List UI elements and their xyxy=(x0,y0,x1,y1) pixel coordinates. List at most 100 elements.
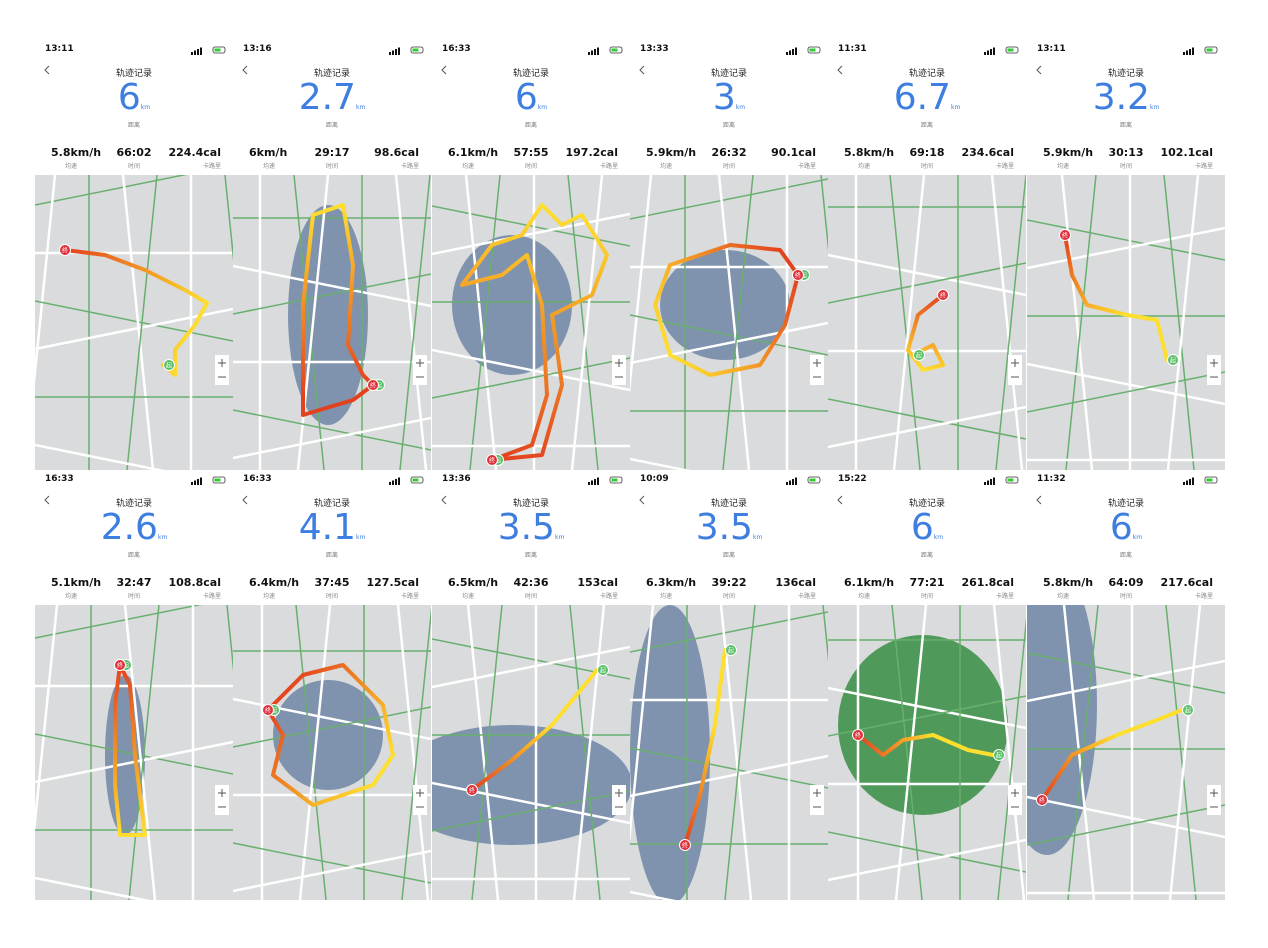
road xyxy=(630,747,828,789)
road xyxy=(828,838,1026,882)
route-marker xyxy=(262,704,274,716)
marker-label: 起 xyxy=(916,352,922,360)
page-title: 轨迹记录 xyxy=(512,69,549,79)
road xyxy=(1027,371,1225,413)
stat-label: 时间 xyxy=(325,593,338,600)
battery-level xyxy=(412,48,419,52)
back-button[interactable] xyxy=(44,65,50,75)
back-button[interactable] xyxy=(837,495,843,505)
road xyxy=(123,605,157,900)
battery-level xyxy=(1206,48,1213,52)
road xyxy=(401,607,431,900)
route-marker xyxy=(725,644,737,656)
signal-bar xyxy=(594,49,596,55)
road xyxy=(126,175,158,470)
phone-screen: 10:09 轨迹记录 3.5km 距离 6.3km/h 均速 39:22 时间 136cal 卡路… xyxy=(630,470,828,900)
marker-label: 终 xyxy=(62,247,68,255)
status-time: 10:09 xyxy=(640,474,669,484)
page-title: 轨迹记录 xyxy=(908,69,945,79)
road xyxy=(630,890,676,900)
marker-label: 终 xyxy=(469,787,475,795)
status-time: 11:32 xyxy=(1037,474,1066,484)
signal-bar xyxy=(990,49,992,55)
marker-label: 起 xyxy=(495,457,501,465)
stat-label: 均速 xyxy=(858,593,871,600)
back-button[interactable] xyxy=(242,65,248,75)
road xyxy=(35,443,166,470)
battery-level xyxy=(214,48,221,52)
stat-label: 均速 xyxy=(462,593,475,600)
road xyxy=(820,175,828,252)
road xyxy=(717,175,751,470)
status-icons xyxy=(44,46,226,75)
road xyxy=(997,617,1026,900)
marker-label: 终 xyxy=(855,732,861,740)
back-button[interactable] xyxy=(1036,65,1042,75)
route xyxy=(906,293,945,372)
distance-unit: km xyxy=(157,534,168,541)
status-icons xyxy=(242,46,424,75)
road xyxy=(1067,605,1099,900)
back-button[interactable] xyxy=(837,65,843,75)
road xyxy=(35,175,188,206)
signal-bar xyxy=(389,52,391,55)
signal-bar xyxy=(588,52,590,55)
stat-value: 6.1km/h xyxy=(844,576,895,589)
route-marker xyxy=(486,454,498,466)
signal-bar xyxy=(191,52,193,55)
map: 起终 xyxy=(233,175,431,470)
distance-number: 6 xyxy=(910,507,934,548)
stat-label: 卡路里 xyxy=(202,163,221,170)
back-button[interactable] xyxy=(441,65,447,75)
battery xyxy=(410,476,424,484)
phone-screen: 13:11 轨迹记录 6km 距离 5.8km/h 均速 66:02 时间 224.4cal 卡路… xyxy=(35,40,233,470)
distance-value: 3.5km xyxy=(432,508,630,558)
road xyxy=(567,175,599,470)
back-button[interactable] xyxy=(1036,495,1042,505)
distance-value: 2.7km xyxy=(233,78,431,128)
stat-label: 时间 xyxy=(722,163,735,170)
marker-label: 终 xyxy=(940,292,946,300)
road xyxy=(992,605,1026,900)
distance-unit: km xyxy=(1132,534,1143,541)
back-button[interactable] xyxy=(639,495,645,505)
back-button[interactable] xyxy=(44,495,50,505)
battery xyxy=(1204,46,1218,54)
distance-label: 距离 xyxy=(524,552,537,559)
water xyxy=(660,250,790,360)
route xyxy=(653,243,800,377)
battery xyxy=(807,46,821,54)
distance-label: 距离 xyxy=(722,122,735,129)
signal-bar xyxy=(990,479,992,485)
distance-value: 6km xyxy=(1027,508,1225,558)
signal-bar xyxy=(597,47,599,55)
road xyxy=(1027,219,1225,261)
road xyxy=(233,264,431,308)
stat-label: 均速 xyxy=(1057,163,1070,170)
road xyxy=(298,605,332,900)
battery xyxy=(609,476,623,484)
route-marker xyxy=(367,379,379,391)
road xyxy=(233,706,431,748)
distance-number: 4.1 xyxy=(298,507,356,548)
status-icons xyxy=(44,476,226,505)
stat-value: 6.1km/h xyxy=(448,146,499,159)
road xyxy=(233,842,431,884)
signal-bar xyxy=(1183,482,1185,485)
stat-value: 217.6cal xyxy=(1160,576,1213,589)
phone-screen: 13:33 轨迹记录 3km 距离 5.9km/h 均速 26:32 时间 90.1cal 卡路里… xyxy=(630,40,828,470)
status-icons xyxy=(639,476,821,505)
distance-value: 6km xyxy=(432,78,630,128)
status-icons xyxy=(639,46,821,75)
distance-value: 6.7km xyxy=(828,78,1026,128)
marker-label: 起 xyxy=(1170,357,1176,365)
battery-level xyxy=(1206,478,1213,482)
back-button[interactable] xyxy=(242,495,248,505)
route xyxy=(1040,708,1184,802)
map: 起终 xyxy=(828,175,1026,470)
stat-value: 42:36 xyxy=(513,576,549,589)
signal-bar xyxy=(984,482,986,485)
stat-value: 5.1km/h xyxy=(51,576,102,589)
back-button[interactable] xyxy=(639,65,645,75)
back-button[interactable] xyxy=(441,495,447,505)
